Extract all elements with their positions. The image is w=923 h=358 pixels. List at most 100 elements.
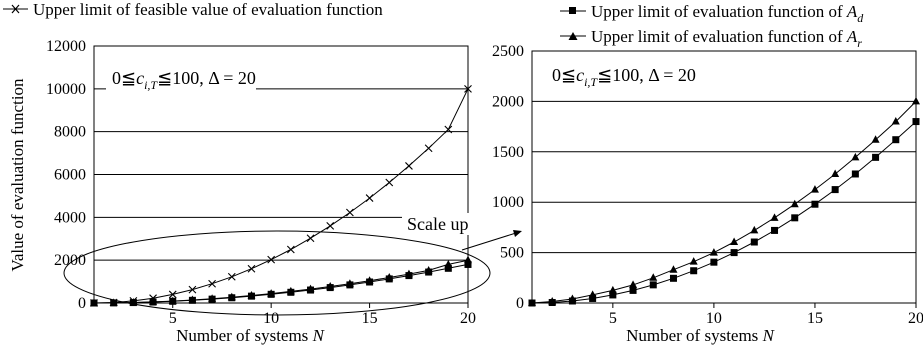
data-point-triangle-marker [345,279,354,287]
y-tick-label: 10000 [46,81,86,98]
y-tick-label: 2500 [492,43,524,60]
data-point-triangle-marker [385,273,394,281]
data-point-x-marker [346,208,354,217]
data-point-triangle-marker [709,248,718,256]
data-point-square-marker [730,249,738,257]
series-line-ad [531,121,917,304]
series-ar [90,255,472,306]
right-x-axis-title: Number of systems N [626,326,775,345]
data-point-x-marker [227,272,236,281]
data-point-triangle-marker [149,297,158,305]
data-point-square-marker [690,267,698,275]
data-point-square-marker [872,153,880,161]
y-tick-label: 8000 [54,124,86,141]
data-point-x-marker [365,194,374,202]
data-point-triangle-marker [109,298,118,306]
x-tick-label: 15 [807,310,823,327]
x-tick-label: 10 [263,310,279,327]
data-point-triangle-marker [912,96,920,105]
data-point-triangle-marker [188,295,197,304]
data-point-triangle-marker [669,265,678,273]
data-point-square-marker [710,258,718,266]
y-tick-label: 1500 [492,144,524,161]
x-tick-label: 5 [609,310,617,327]
data-point-x-marker [385,178,394,187]
data-point-x-marker [405,162,413,170]
data-point-x-marker [208,279,216,288]
scale-up-label: Scale up [407,214,468,234]
scale-up-label-bg [402,213,474,235]
y-tick-label: 4000 [54,209,86,226]
y-tick-label: 0 [78,295,86,312]
left-x-tick-labels: 5 10 15 20 [169,303,476,327]
legend-label-ad: Upper limit of evaluation function of Ad [591,2,864,25]
data-point-square-marker [791,214,799,222]
data-point-triangle-marker [168,296,177,305]
data-point-x-marker [286,245,295,254]
left-annotation: 0≦ci,T≦100, Δ = 20 [112,68,256,92]
data-point-triangle-marker [831,169,840,177]
legend-marker-triangle [568,32,578,40]
y-tick-label: 12000 [46,38,86,55]
data-point-x-marker [188,285,197,294]
x-tick-label: 20 [460,310,476,327]
data-point-triangle-marker [730,237,739,246]
data-point-x-marker [267,255,276,264]
data-point-triangle-marker [629,280,638,288]
left-x-axis-title: Number of systems N [176,326,325,345]
data-point-square-marker [851,170,859,178]
data-point-x-marker [247,264,256,273]
left-series [90,84,472,307]
data-point-triangle-marker [810,185,819,193]
right-chart: 0 500 1000 1500 2000 2500 5 10 15 20 0≦ci,T≦100,… [492,43,923,345]
data-point-square-marker [649,281,657,289]
data-point-triangle-marker [326,282,335,290]
series-line-feasible [93,88,469,304]
data-point-triangle-marker [871,135,880,143]
legend-item-feasible: Upper limit of feasible value of evaluat… [3,0,383,19]
y-tick-label: 500 [500,245,524,262]
left-y-axis-title: Value of evaluation function [8,78,27,272]
data-point-triangle-marker [424,265,433,274]
scale-up-ellipse [63,230,491,316]
scale-up-arrow [461,230,522,251]
data-point-triangle-marker [548,296,557,305]
data-point-triangle-marker [464,255,472,264]
data-point-triangle-marker [528,298,536,306]
data-point-x-marker [306,234,315,243]
right-y-tick-labels: 0 500 1000 1500 2000 2500 [492,43,524,312]
left-annotation-bg [106,62,256,90]
y-tick-label: 2000 [492,93,524,110]
legend-item-ad: Upper limit of evaluation function of Ad [560,2,864,25]
series-line-ar [93,259,469,304]
series-ar [528,96,920,306]
left-plot-frame [93,45,469,304]
data-point-square-marker [669,274,677,282]
legend-item-ar: Upper limit of evaluation function of Ar [560,27,862,50]
data-point-triangle-marker [891,117,900,125]
data-point-triangle-marker [306,284,315,293]
data-point-triangle-marker [608,285,617,294]
x-tick-label: 15 [362,310,378,327]
y-tick-label: 2000 [54,252,86,269]
data-point-square-marker [609,291,617,299]
left-chart: 0 2000 4000 6000 8000 10000 12000 5 10 15 20 0≦ci… [8,38,491,345]
data-point-x-marker [168,290,177,299]
data-point-triangle-marker [689,257,698,265]
data-point-square-marker [912,118,920,126]
data-point-x-marker [444,125,453,134]
data-point-square-marker [750,238,758,246]
data-point-triangle-marker [90,298,98,306]
right-series [528,96,920,307]
data-point-triangle-marker [365,276,374,284]
legend-label-ar: Upper limit of evaluation function of Ar [591,27,862,50]
data-point-triangle-marker [649,273,658,281]
data-point-square-marker [629,286,637,294]
y-tick-label: 1000 [492,194,524,211]
right-x-tick-labels: 5 10 15 20 [609,303,923,327]
data-point-triangle-marker [208,294,217,302]
legend: Upper limit of feasible value of evaluat… [3,0,864,50]
x-tick-label: 5 [169,310,177,327]
series-line-ad [93,263,469,304]
